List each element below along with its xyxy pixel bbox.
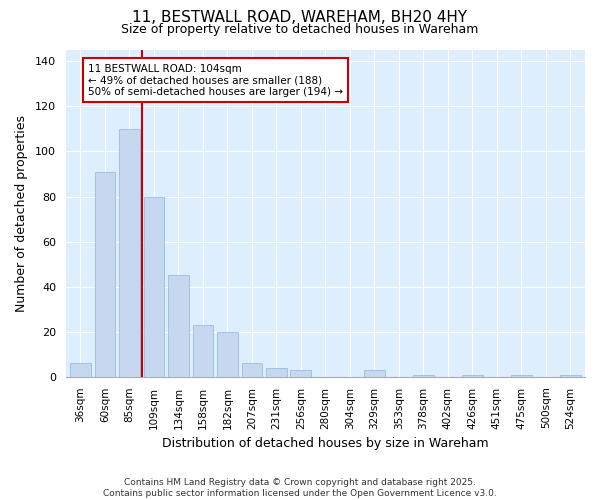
Text: Size of property relative to detached houses in Wareham: Size of property relative to detached ho… [121,22,479,36]
Bar [560,374,581,377]
Bar [119,129,140,377]
Bar [413,374,434,377]
Y-axis label: Number of detached properties: Number of detached properties [15,115,28,312]
Bar [290,370,311,377]
Text: 11 BESTWALL ROAD: 104sqm
← 49% of detached houses are smaller (188)
50% of semi-: 11 BESTWALL ROAD: 104sqm ← 49% of detach… [88,64,343,96]
Bar [511,374,532,377]
X-axis label: Distribution of detached houses by size in Wareham: Distribution of detached houses by size … [162,437,489,450]
Bar [217,332,238,377]
Bar [193,325,214,377]
Text: Contains HM Land Registry data © Crown copyright and database right 2025.
Contai: Contains HM Land Registry data © Crown c… [103,478,497,498]
Bar [462,374,483,377]
Bar [266,368,287,377]
Bar [70,364,91,377]
Bar [168,276,189,377]
Bar [242,364,262,377]
Bar [364,370,385,377]
Bar [95,172,115,377]
Text: 11, BESTWALL ROAD, WAREHAM, BH20 4HY: 11, BESTWALL ROAD, WAREHAM, BH20 4HY [133,10,467,25]
Bar [143,196,164,377]
